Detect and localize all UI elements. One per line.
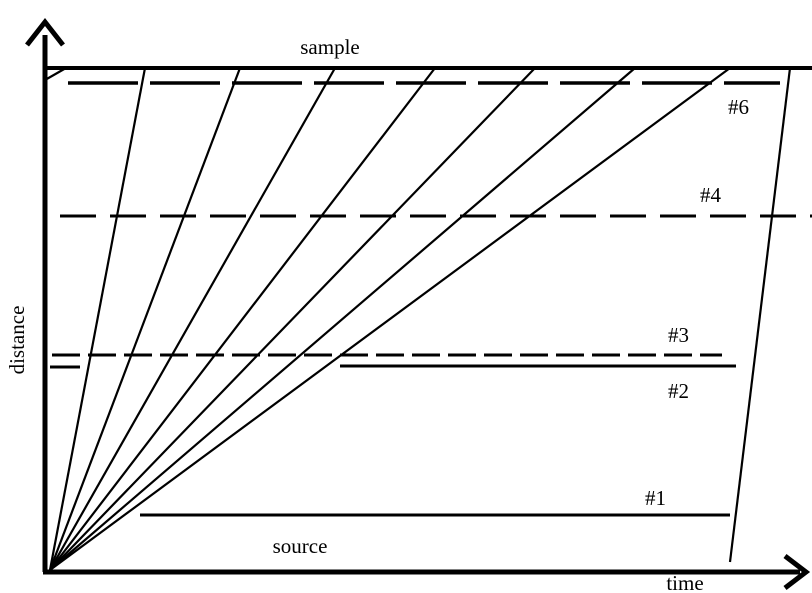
return-line: [728, 67, 792, 563]
distance-label: distance: [5, 306, 29, 375]
label-6: #6: [728, 95, 749, 119]
label-2: #2: [668, 379, 689, 403]
source-label: source: [273, 534, 328, 558]
label-4: #4: [700, 183, 722, 207]
corner-line: [44, 67, 67, 81]
x-arrow: [783, 554, 811, 590]
label-1: #1: [645, 486, 666, 510]
y-arrow: [25, 17, 65, 47]
sample-label: sample: [300, 35, 359, 59]
time-label: time: [666, 571, 703, 593]
fan: [48, 67, 731, 571]
label-3: #3: [668, 323, 689, 347]
